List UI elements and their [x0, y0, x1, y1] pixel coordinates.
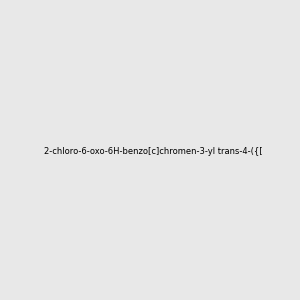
Text: 2-chloro-6-oxo-6H-benzo[c]chromen-3-yl trans-4-({[: 2-chloro-6-oxo-6H-benzo[c]chromen-3-yl t…	[44, 147, 263, 156]
